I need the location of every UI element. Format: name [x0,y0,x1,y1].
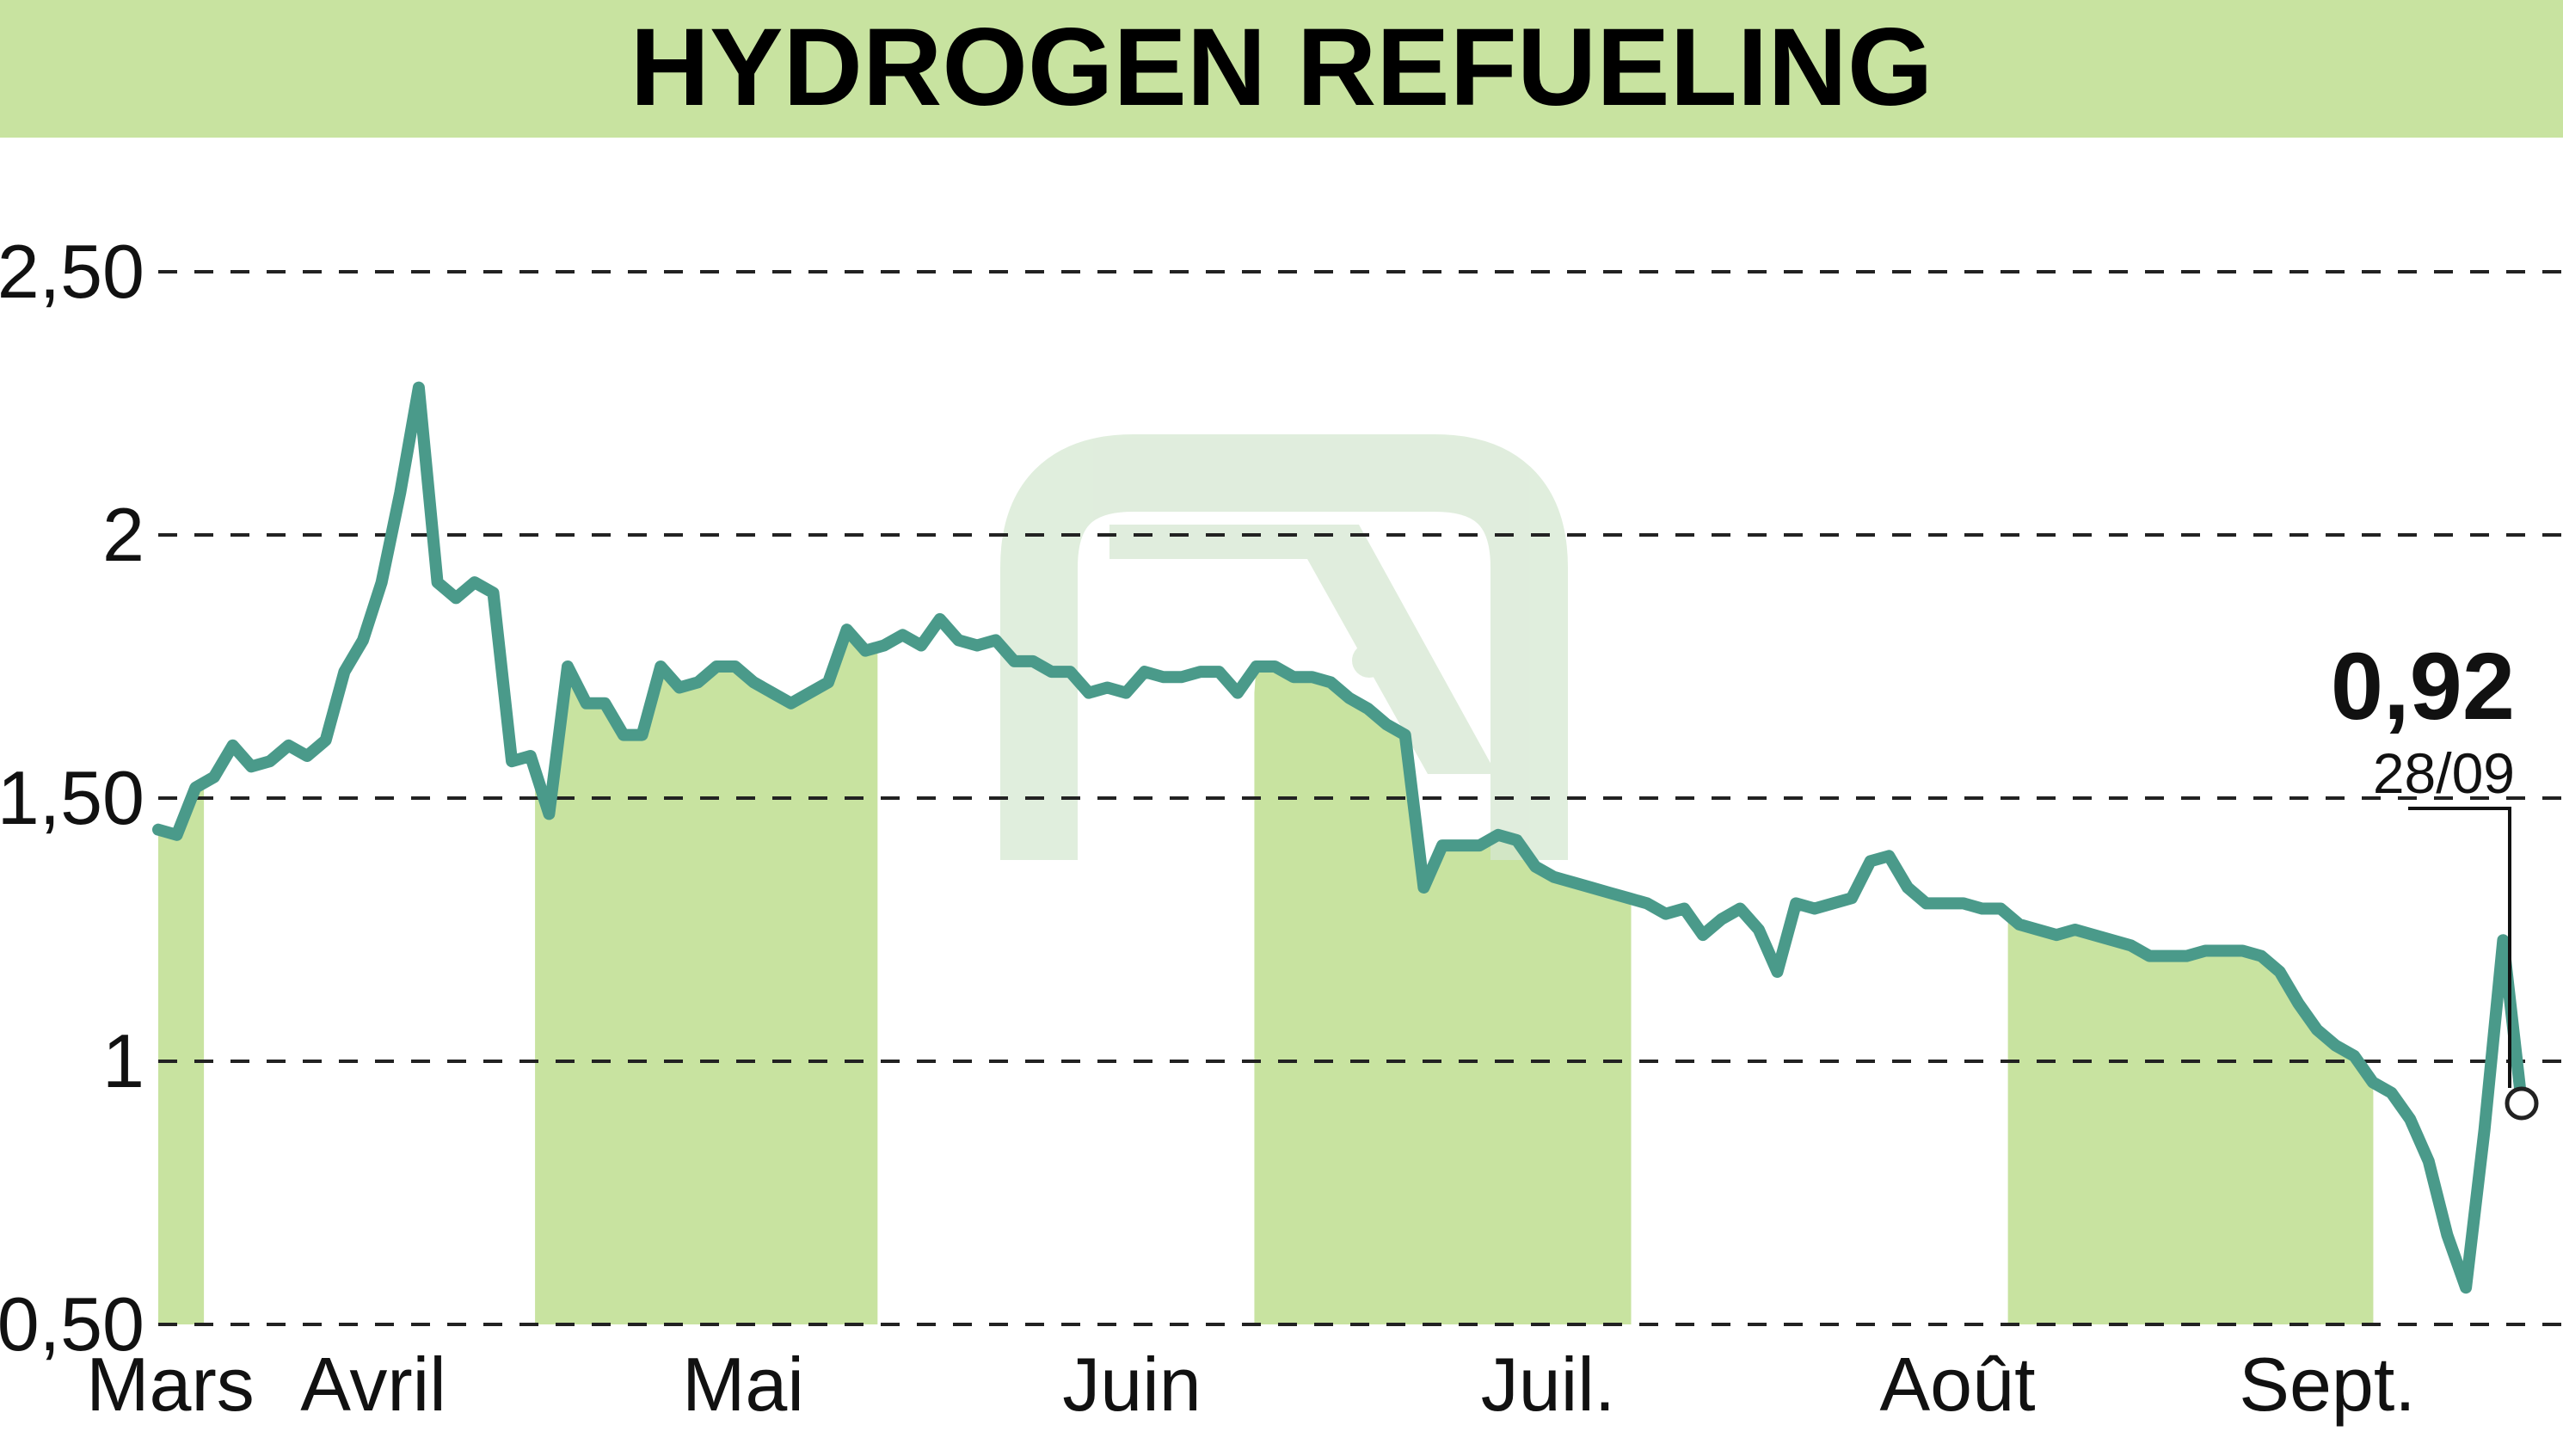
month-band-1 [535,630,878,1324]
x-tick-label: Juil. [1481,1342,1616,1427]
x-tick-label: Sept. [2239,1342,2415,1427]
x-axis-months: Mars Avril Mai Juin Juil. Août Sept. [86,1342,2416,1427]
callout-leader [2408,807,2511,1088]
y-tick-label: 2 [102,492,144,577]
x-tick-label: Juin [1062,1342,1201,1427]
x-tick-label: Août [1879,1342,2035,1427]
last-date-label: 28/09 [2373,741,2515,805]
month-band-0 [158,777,205,1324]
last-value-label: 0,92 [2331,634,2515,740]
y-tick-label: 0,50 [0,1281,144,1367]
price-line [152,381,2528,1294]
last-value-callout: 0,92 28/09 [2331,634,2539,1121]
y-tick-label: 1,50 [0,755,144,840]
month-band-3 [2007,908,2374,1324]
y-tick-label: 1 [102,1018,144,1103]
grid-lines [158,270,2563,1326]
x-tick-label: Mars [86,1342,255,1427]
watermark-logo [1000,434,1568,860]
y-tick-label: 2,50 [0,229,144,314]
month-bands [158,630,2374,1324]
x-tick-label: Mai [682,1342,804,1427]
month-band-2 [1254,667,1632,1324]
title-banner [0,0,2563,138]
y-axis-ticks: 2,50 2 1,50 1 0,50 [0,229,144,1367]
x-tick-label: Avril [300,1342,446,1427]
chart-title: HYDROGEN REFUELING [630,6,1933,129]
last-point-marker [2505,1086,2539,1121]
